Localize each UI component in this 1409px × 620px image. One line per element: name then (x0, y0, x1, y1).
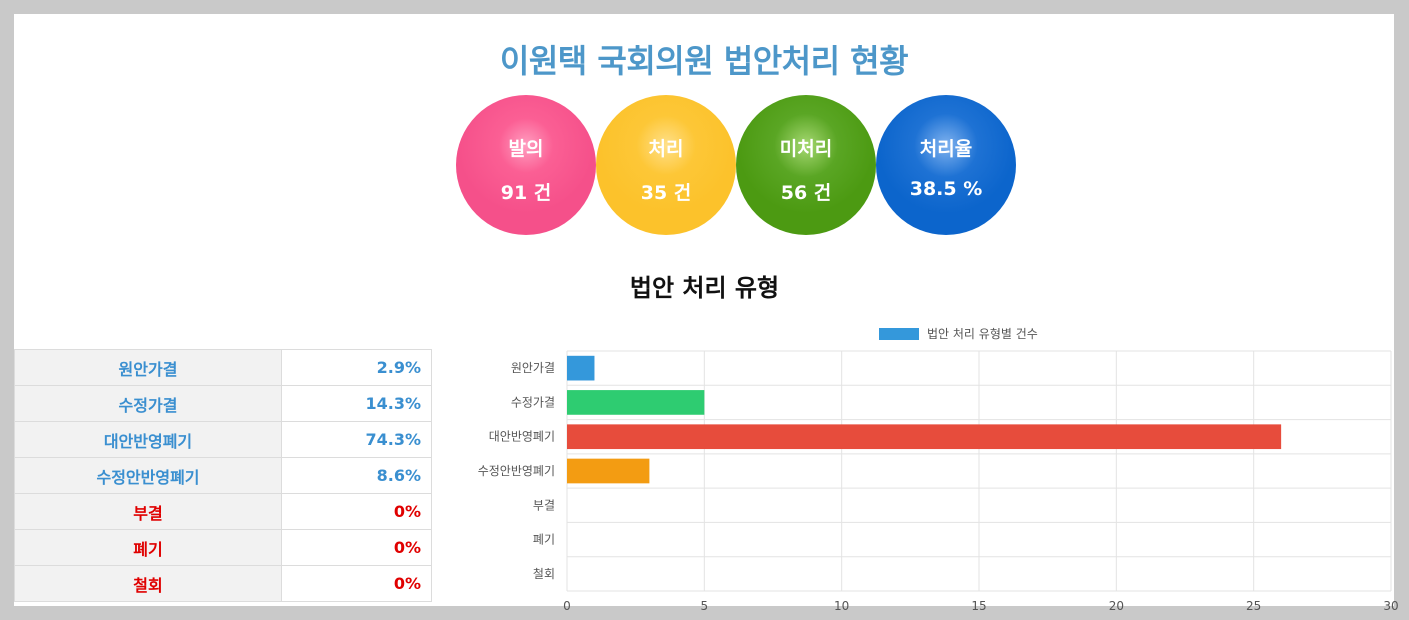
stat-circle-rate: 처리율 38.5 % (876, 95, 1016, 235)
section-title: 법안 처리 유형 (629, 274, 780, 302)
stat-label: 미처리 (779, 138, 833, 160)
category-label: 대안반영폐기 (489, 430, 555, 444)
table-cell-name: 폐기 (14, 529, 282, 566)
page-title: 이원택 국회의원 법안처리 현황 (499, 42, 909, 80)
category-label: 철회 (533, 567, 555, 581)
category-label: 수정가결 (511, 395, 555, 409)
category-label: 수정안반영폐기 (478, 464, 555, 478)
bar-4 (567, 458, 650, 484)
table-row: 대안반영폐기 74.3% (14, 421, 432, 458)
table-cell-name: 수정가결 (14, 385, 282, 422)
table-row: 수정안반영폐기 8.6% (14, 457, 432, 494)
bar-2 (567, 390, 705, 415)
table-cell-value: 0% (281, 565, 432, 602)
x-tick-label: 5 (701, 599, 709, 613)
category-label: 부결 (533, 498, 555, 512)
table-cell-name: 수정안반영폐기 (14, 457, 282, 494)
stat-value: 91 건 (500, 182, 552, 204)
stat-value: 38.5 % (909, 178, 983, 200)
table-row: 원안가결 2.9% (14, 349, 432, 386)
table-row: 수정가결 14.3% (14, 385, 432, 422)
bar-1 (567, 355, 595, 381)
table-cell-name: 대안반영폐기 (14, 421, 282, 458)
x-tick-label: 10 (834, 599, 849, 613)
category-label: 원안가결 (511, 361, 555, 375)
category-label: 폐기 (533, 533, 555, 547)
legend-swatch (879, 328, 919, 340)
table-cell-value: 0% (281, 493, 432, 530)
table-row: 부결 0% (14, 493, 432, 530)
table-cell-name: 원안가결 (14, 349, 282, 386)
x-tick-label: 25 (1246, 599, 1261, 613)
table-cell-value: 14.3% (281, 385, 432, 422)
table-row: 철회 0% (14, 565, 432, 602)
bar-3 (567, 424, 1282, 450)
stat-value: 56 건 (780, 182, 832, 204)
legend-label: 법안 처리 유형별 건수 (927, 327, 1038, 341)
stat-circle-processed: 처리 35 건 (596, 95, 736, 235)
stat-value: 35 건 (640, 182, 692, 204)
table-cell-value: 0% (281, 529, 432, 566)
table-cell-value: 2.9% (281, 349, 432, 386)
stat-circle-pending: 미처리 56 건 (736, 95, 876, 235)
table-cell-name: 철회 (14, 565, 282, 602)
rate-table: 원안가결 2.9% 수정가결 14.3% 대안반영폐기 74.3% 수정안반영폐… (14, 349, 432, 602)
table-cell-value: 74.3% (281, 421, 432, 458)
table-cell-name: 부결 (14, 493, 282, 530)
table-cell-value: 8.6% (281, 457, 432, 494)
stat-label: 처리율 (919, 138, 973, 160)
table-row: 폐기 0% (14, 529, 432, 566)
stat-label: 처리 (648, 138, 684, 160)
x-tick-label: 30 (1383, 599, 1398, 613)
x-tick-label: 0 (563, 599, 571, 613)
stat-label: 발의 (508, 138, 544, 160)
x-tick-label: 15 (971, 599, 986, 613)
stat-circle-proposed: 발의 91 건 (456, 95, 596, 235)
x-tick-label: 20 (1109, 599, 1124, 613)
